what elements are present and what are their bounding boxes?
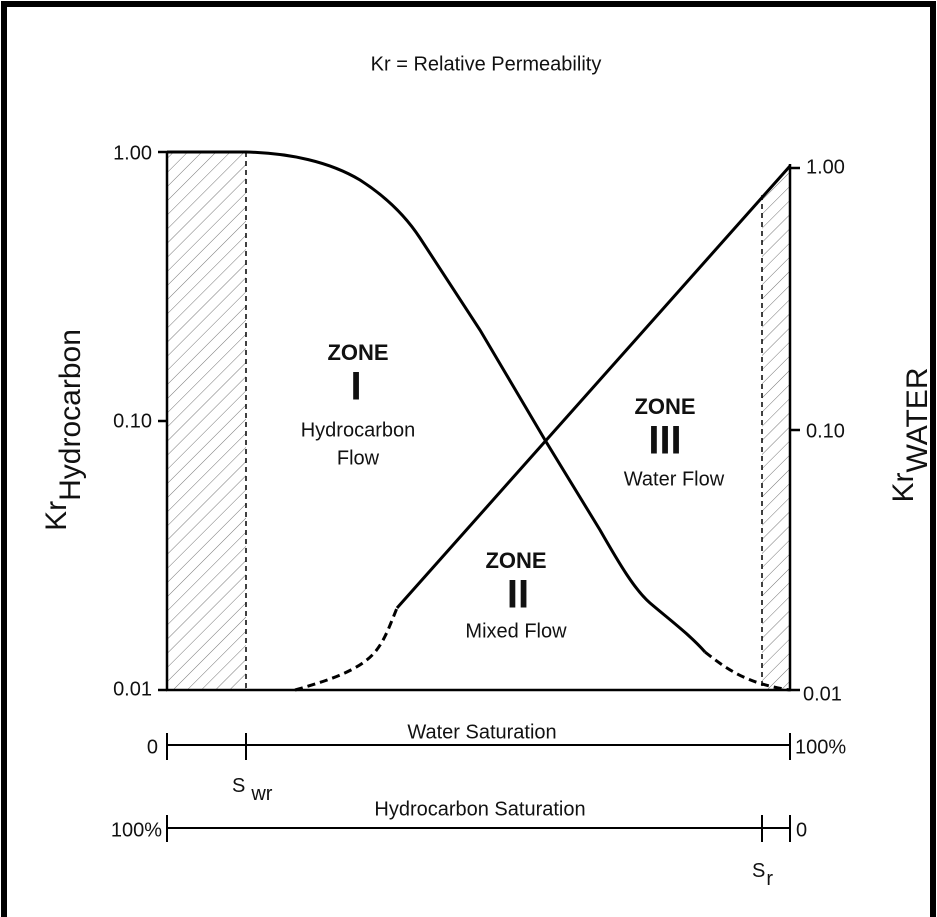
- scale-start: 0: [147, 736, 158, 758]
- scale-end: 0: [796, 819, 807, 841]
- label-main: Kr: [40, 501, 73, 531]
- scale-start: 100%: [111, 819, 162, 841]
- marker-sub: r: [766, 868, 773, 890]
- zone-heading: ZONE: [327, 340, 388, 365]
- right-tick: 0.10: [806, 420, 845, 442]
- hatch-right: [762, 168, 790, 690]
- zone-numeral: I: [350, 365, 361, 409]
- zone-text: Mixed Flow: [465, 620, 567, 642]
- left-axis-label: KrHydrocarbon: [40, 329, 87, 531]
- scale-title: Water Saturation: [407, 721, 556, 743]
- marker-main: S: [232, 775, 245, 797]
- zone-text: Flow: [337, 447, 380, 469]
- left-tick: 1.00: [113, 142, 152, 164]
- label-sub: WATER: [901, 368, 934, 473]
- right-tick: 0.01: [803, 683, 842, 705]
- scale-end: 100%: [795, 736, 846, 758]
- zone-text: Water Flow: [624, 468, 725, 490]
- right-tick: 1.00: [806, 156, 845, 178]
- hatch-left: [167, 152, 246, 690]
- zone-numeral: II: [507, 573, 529, 617]
- right-axis-label: KrWATER: [887, 368, 934, 503]
- label-sub: Hydrocarbon: [54, 329, 87, 501]
- title: Kr = Relative Permeability: [371, 53, 602, 75]
- label-main: Kr: [887, 472, 920, 502]
- water-scale: [166, 733, 791, 760]
- scale-title: Hydrocarbon Saturation: [374, 798, 585, 820]
- zone-heading: ZONE: [485, 548, 546, 573]
- hydrocarbon-curve: [167, 150, 707, 653]
- water-curve: [395, 165, 792, 609]
- left-tick: 0.01: [113, 678, 152, 700]
- zone-numeral: III: [648, 419, 681, 463]
- zone-heading: ZONE: [634, 394, 695, 419]
- hydrocarbon-curve-dashed: [704, 650, 791, 692]
- hydrocarbon-scale: [166, 815, 791, 842]
- marker-sub: wr: [250, 783, 272, 805]
- axes: [158, 150, 800, 692]
- zone-text: Hydrocarbon: [301, 419, 416, 441]
- left-tick: 0.10: [113, 410, 152, 432]
- water-curve-dashed: [294, 607, 399, 692]
- scale-marker: Sr: [752, 860, 773, 890]
- marker-main: S: [752, 860, 765, 882]
